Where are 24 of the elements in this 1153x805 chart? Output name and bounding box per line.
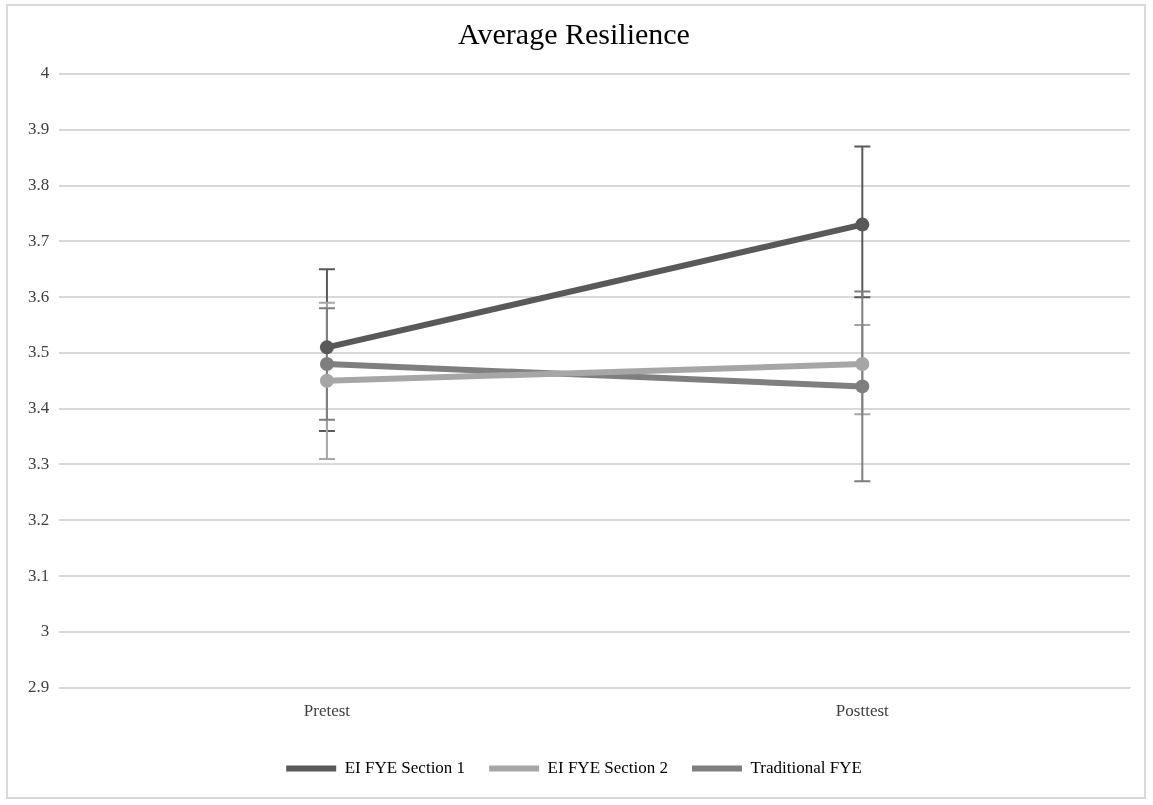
y-tick-label: 3.8 (28, 175, 50, 195)
legend-label: EI FYE Section 1 (344, 757, 466, 777)
y-tick-label: 3.2 (28, 509, 50, 529)
point (319, 357, 334, 372)
x-tick-label: Posttest (835, 701, 890, 721)
point (855, 357, 870, 372)
y-tick-label: 3.3 (28, 453, 50, 473)
point (855, 217, 870, 232)
y-tick-label: 3.4 (28, 398, 50, 418)
y-tick-label: 2.9 (28, 677, 50, 697)
x-tick-label: Pretest (303, 701, 351, 721)
y-tick-label: 3.7 (28, 230, 50, 250)
point (855, 379, 870, 394)
point (319, 340, 334, 355)
y-tick-label: 3 (40, 621, 50, 641)
y-tick-label: 3.6 (28, 286, 50, 306)
legend-label: EI FYE Section 2 (547, 757, 669, 777)
point (319, 373, 334, 388)
y-tick-label: 3.9 (28, 119, 50, 139)
legend-label: Traditional FYE (750, 757, 862, 777)
chart-title: Average Resilience (458, 16, 690, 50)
y-tick-label: 3.5 (28, 342, 50, 362)
y-tick-label: 3.1 (28, 565, 50, 585)
y-tick-label: 4 (40, 63, 50, 83)
